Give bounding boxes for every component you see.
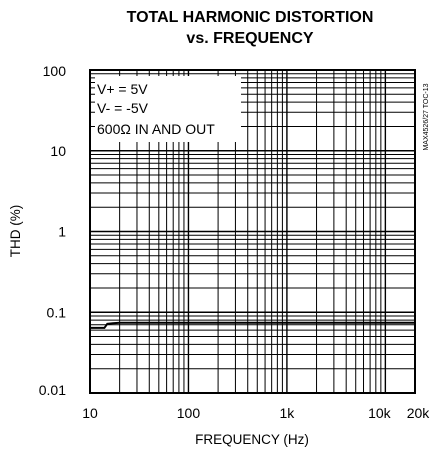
y-tick-labels: 100 10 1 0.1 0.01 bbox=[39, 63, 66, 398]
y-tick-label: 10 bbox=[50, 143, 66, 159]
annotation-v-plus: V+ = 5V bbox=[97, 81, 148, 97]
x-tick-label: 1k bbox=[280, 405, 296, 421]
y-axis-label: THD (%) bbox=[8, 205, 23, 258]
series-line-0 bbox=[90, 321, 415, 329]
y-tick-label: 1 bbox=[58, 224, 66, 240]
annotation-load: 600Ω IN AND OUT bbox=[97, 121, 215, 137]
x-tick-label: 20k bbox=[407, 405, 431, 421]
figure-code-note: MAX4526/27 TOC-13 bbox=[423, 83, 430, 150]
y-tick-label: 100 bbox=[43, 63, 67, 79]
x-tick-label: 10k bbox=[368, 405, 392, 421]
x-tick-label: 10 bbox=[82, 405, 98, 421]
series-layer bbox=[90, 321, 415, 329]
x-tick-labels: 10 100 1k 10k 20k bbox=[82, 405, 430, 421]
x-tick-label: 100 bbox=[177, 405, 201, 421]
y-tick-label: 0.01 bbox=[39, 382, 66, 398]
chart-title-line-2: vs. FREQUENCY bbox=[186, 30, 313, 47]
annotation-box: V+ = 5V V- = -5V 600Ω IN AND OUT bbox=[95, 76, 241, 142]
plot-frame bbox=[89, 69, 416, 394]
chart-title-line-1: TOTAL HARMONIC DISTORTION bbox=[127, 9, 374, 26]
x-axis-label: FREQUENCY (Hz) bbox=[195, 432, 309, 447]
annotation-v-minus: V- = -5V bbox=[97, 100, 149, 116]
y-tick-label: 0.1 bbox=[47, 304, 67, 320]
